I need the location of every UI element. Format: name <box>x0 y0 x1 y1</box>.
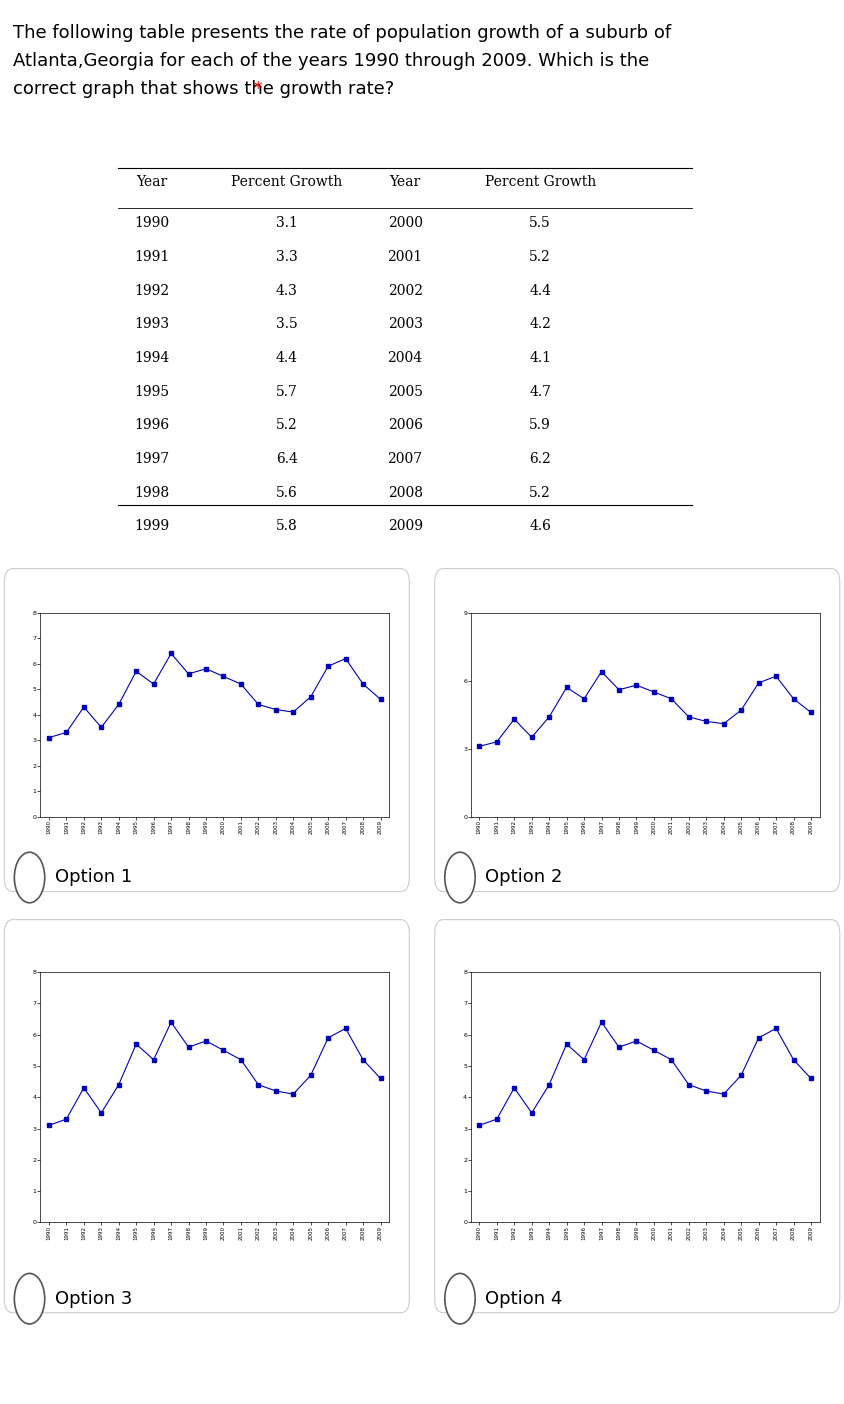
Text: Option 4: Option 4 <box>485 1290 563 1307</box>
Text: 3.3: 3.3 <box>276 250 298 264</box>
Text: The following table presents the rate of population growth of a suburb of: The following table presents the rate of… <box>13 24 671 42</box>
Text: 4.7: 4.7 <box>529 385 551 399</box>
Text: 4.4: 4.4 <box>276 351 298 365</box>
Text: 3.5: 3.5 <box>276 317 298 331</box>
Text: 2007: 2007 <box>387 452 423 466</box>
Text: 1998: 1998 <box>134 486 170 500</box>
Text: 1992: 1992 <box>134 284 170 298</box>
Text: correct graph that shows the growth rate?: correct graph that shows the growth rate… <box>13 80 394 98</box>
Text: 6.2: 6.2 <box>529 452 551 466</box>
Text: 2004: 2004 <box>387 351 423 365</box>
Text: Option 2: Option 2 <box>485 869 563 886</box>
Text: 6.4: 6.4 <box>276 452 298 466</box>
Text: *: * <box>248 80 262 98</box>
Text: 5.5: 5.5 <box>529 216 551 230</box>
Text: 5.7: 5.7 <box>276 385 298 399</box>
Text: 2002: 2002 <box>387 284 423 298</box>
Text: 3.1: 3.1 <box>276 216 298 230</box>
Text: 4.1: 4.1 <box>529 351 551 365</box>
Text: 5.8: 5.8 <box>276 519 298 534</box>
Text: 1995: 1995 <box>134 385 170 399</box>
Text: Option 1: Option 1 <box>55 869 133 886</box>
Text: 2003: 2003 <box>387 317 423 331</box>
Text: 1991: 1991 <box>134 250 170 264</box>
Text: 2008: 2008 <box>387 486 423 500</box>
Text: 5.2: 5.2 <box>276 418 298 432</box>
Text: 2001: 2001 <box>387 250 423 264</box>
Text: 1997: 1997 <box>134 452 170 466</box>
Text: Year: Year <box>136 176 168 190</box>
Text: Percent Growth: Percent Growth <box>484 176 596 190</box>
Text: 4.3: 4.3 <box>276 284 298 298</box>
Text: 1990: 1990 <box>134 216 170 230</box>
Text: 5.6: 5.6 <box>276 486 298 500</box>
Text: Percent Growth: Percent Growth <box>231 176 343 190</box>
Text: Year: Year <box>389 176 421 190</box>
Text: 1996: 1996 <box>134 418 170 432</box>
Text: 1999: 1999 <box>134 519 170 534</box>
Text: 2006: 2006 <box>387 418 423 432</box>
Text: 5.9: 5.9 <box>529 418 551 432</box>
Text: 4.6: 4.6 <box>529 519 551 534</box>
Text: 2009: 2009 <box>387 519 423 534</box>
Text: Atlanta,Georgia for each of the years 1990 through 2009. Which is the: Atlanta,Georgia for each of the years 19… <box>13 52 649 70</box>
Text: 1994: 1994 <box>134 351 170 365</box>
Text: 4.4: 4.4 <box>529 284 551 298</box>
Text: 5.2: 5.2 <box>529 250 551 264</box>
Text: 5.2: 5.2 <box>529 486 551 500</box>
Text: Option 3: Option 3 <box>55 1290 133 1307</box>
Text: 2000: 2000 <box>387 216 423 230</box>
Text: 2005: 2005 <box>387 385 423 399</box>
Text: 4.2: 4.2 <box>529 317 551 331</box>
Text: 1993: 1993 <box>134 317 170 331</box>
